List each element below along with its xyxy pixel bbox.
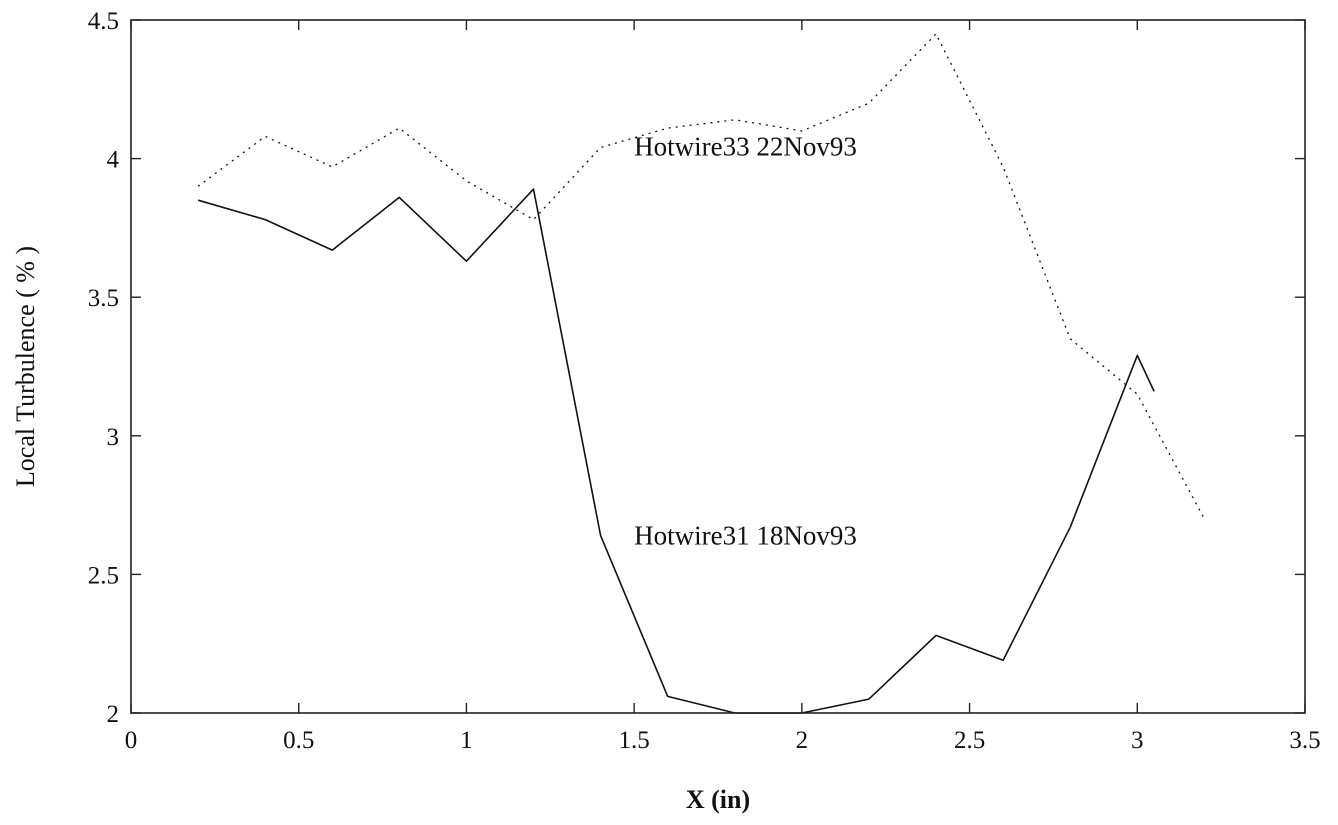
x-ticks: 0 0.5 1 1.5 2 2.5 3 3.5 [125, 20, 1321, 754]
x-tick-label: 2.5 [954, 727, 985, 754]
x-tick-label: 3.5 [1289, 727, 1320, 754]
y-tick-label: 2.5 [88, 562, 119, 589]
annotation-hotwire31: Hotwire31 18Nov93 [634, 521, 857, 551]
x-tick-label: 1 [460, 727, 473, 754]
x-tick-label: 2 [796, 727, 809, 754]
x-axis-title: X (in) [686, 785, 750, 814]
y-axis-title: Local Turbulence ( % ) [11, 246, 40, 487]
y-tick-label: 2 [107, 701, 120, 728]
y-tick-label: 4.5 [88, 8, 119, 35]
x-tick-label: 0 [125, 727, 138, 754]
annotation-hotwire33: Hotwire33 22Nov93 [634, 132, 857, 162]
x-tick-label: 3 [1131, 727, 1144, 754]
y-ticks: 2 2.5 3 3.5 4 4.5 [88, 8, 1305, 728]
series-line-hotwire33 [197, 33, 1205, 520]
x-tick-label: 1.5 [619, 727, 650, 754]
plot-frame [130, 19, 1306, 714]
y-tick-label: 4 [107, 147, 120, 174]
y-tick-label: 3.5 [88, 285, 119, 312]
series-line-hotwire31 [197, 188, 1155, 714]
x-tick-label: 0.5 [283, 727, 314, 754]
series-layer [197, 33, 1205, 714]
y-tick-label: 3 [107, 424, 120, 451]
